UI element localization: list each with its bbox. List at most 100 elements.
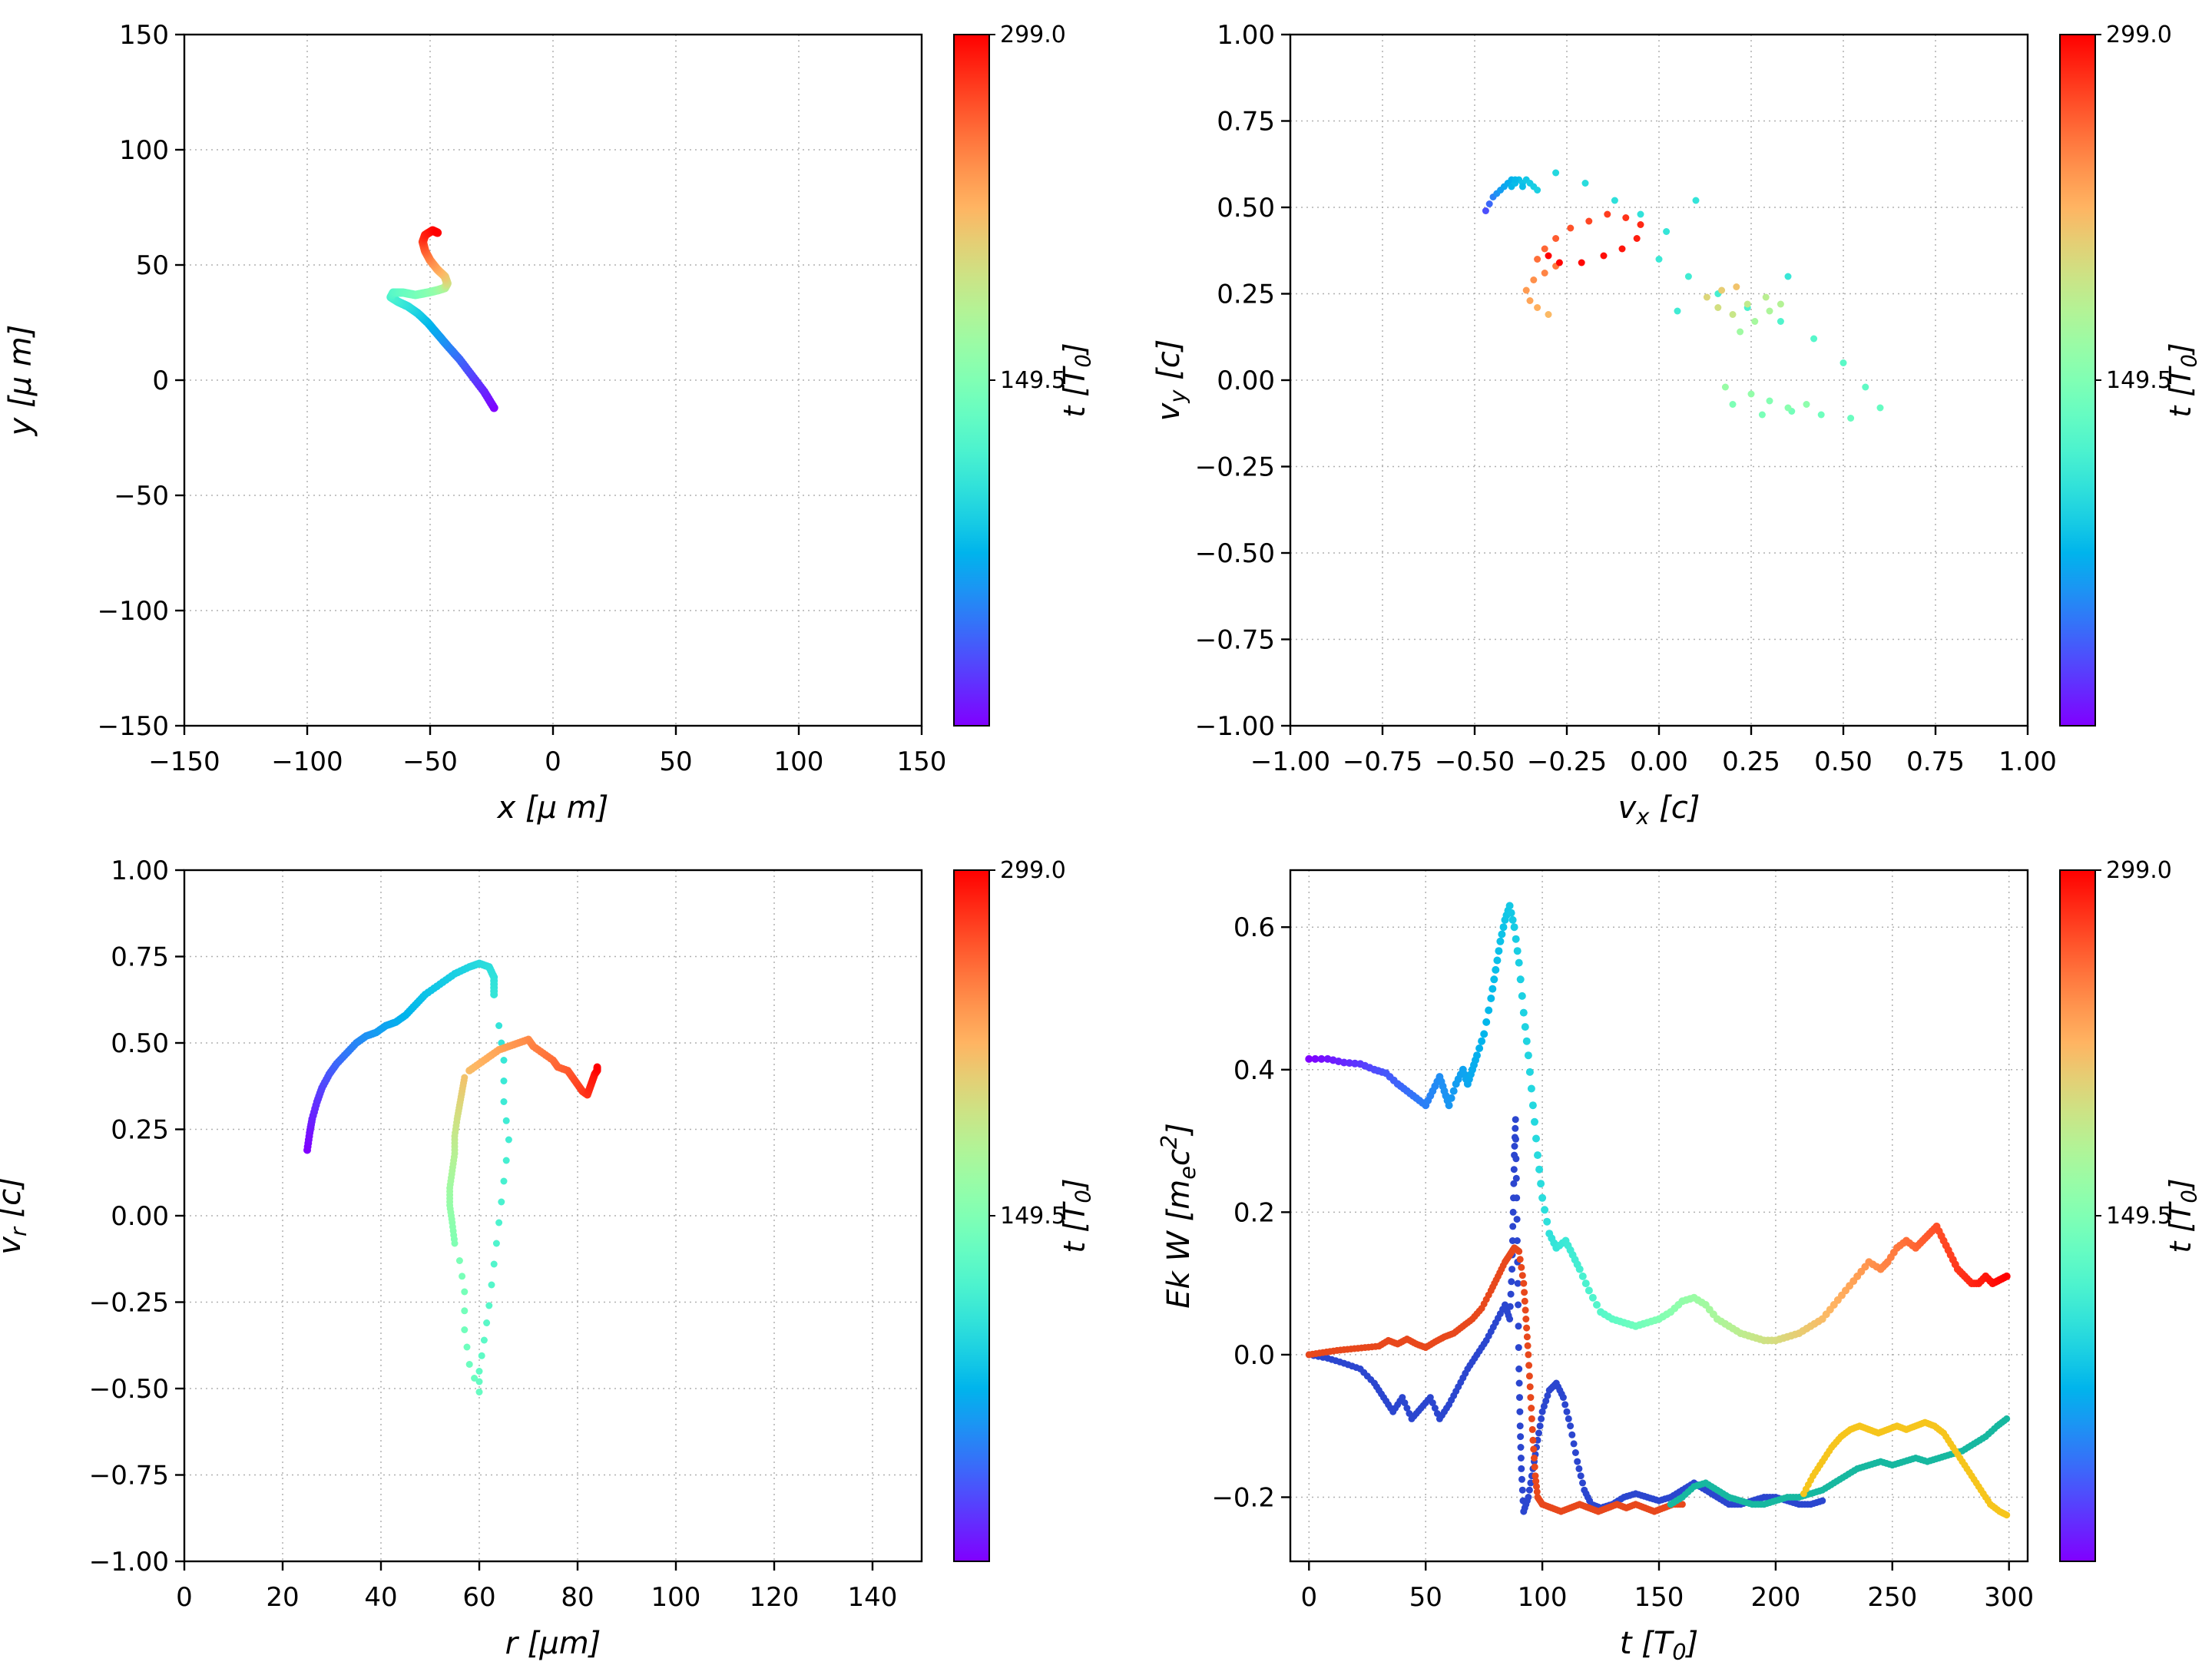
series-velocity-scatter xyxy=(1482,169,1884,422)
x-tick-label: 0.00 xyxy=(1630,746,1688,777)
x-tick-label: −0.50 xyxy=(1435,746,1515,777)
colorbar xyxy=(954,870,989,1561)
y-tick-label: 0.4 xyxy=(1233,1055,1275,1086)
y-axis-label: vr [c] xyxy=(0,1177,31,1254)
x-tick-label: −0.25 xyxy=(1527,746,1607,777)
series-vr-rise xyxy=(303,959,498,1154)
series-layer xyxy=(303,959,601,1395)
x-tick-label: −1.00 xyxy=(1250,746,1330,777)
x-axis-label: x [μ m] xyxy=(496,790,609,826)
gridlines xyxy=(184,34,922,727)
plot-canvas: −150 −100 −50 0 50 100 150 x [μ m] −150 −100 −50 0 5… xyxy=(3,20,1096,826)
colorbar-label: t [T0] xyxy=(2164,1178,2202,1253)
y-tick-label: −1.00 xyxy=(89,1547,169,1577)
colorbar-label: t [T0] xyxy=(1058,343,1096,417)
gridlines xyxy=(1290,34,2028,727)
x-tick-label: −0.75 xyxy=(1343,746,1422,777)
y-tick-label: 50 xyxy=(136,250,169,281)
series-vr-strip xyxy=(446,1074,469,1247)
y-tick-label: −150 xyxy=(98,711,169,742)
y-tick-label: 0.2 xyxy=(1233,1197,1275,1228)
x-tick-label: 50 xyxy=(659,746,692,777)
colorbar-tick-label: 299.0 xyxy=(1000,22,1066,48)
y-tick-label: −0.25 xyxy=(89,1288,169,1319)
subplot-t-ekw: 0 50 100 150 200 250 300 t [T0] −0.2 0.0 0.2 0.4 0.6… xyxy=(1106,836,2212,1671)
x-tick-label: 80 xyxy=(561,1582,594,1613)
y-tick-label: 0.50 xyxy=(1217,193,1275,223)
y-axis: −150 −100 −50 0 50 100 150 xyxy=(98,20,184,742)
y-tick-label: 150 xyxy=(119,20,169,51)
y-tick-label: 100 xyxy=(119,135,169,166)
series-layer xyxy=(1305,902,2011,1519)
y-axis-label: Ek W [mec2] xyxy=(1156,1123,1200,1309)
series-work-red xyxy=(1305,1244,1686,1515)
x-tick-label: 60 xyxy=(462,1582,495,1613)
y-tick-label: 0.75 xyxy=(1217,107,1275,137)
series-layer xyxy=(386,226,498,412)
x-axis-label: r [μm] xyxy=(505,1626,601,1661)
colorbar-tick-label: 149.5 xyxy=(1000,1203,1066,1230)
subplot-x-y: −150 −100 −50 0 50 100 150 x [μ m] −150 −100 −50 0 5… xyxy=(0,0,1106,836)
y-tick-label: 1.00 xyxy=(1217,20,1275,51)
colorbar-tick-label: 149.5 xyxy=(2106,367,2172,394)
series-trajectory xyxy=(386,226,498,412)
colorbar-tick-label: 299.0 xyxy=(1000,857,1066,884)
y-axis-label: y [μ m] xyxy=(3,325,38,437)
colorbar-label: t [T0] xyxy=(2164,343,2202,417)
x-tick-label: 200 xyxy=(1750,1582,1800,1613)
y-tick-label: −0.50 xyxy=(1195,538,1275,569)
gridlines xyxy=(184,869,922,1562)
y-tick-label: 0.75 xyxy=(111,942,169,973)
x-tick-label: 300 xyxy=(1984,1582,2034,1613)
x-axis-label: vx [c] xyxy=(1618,790,1700,829)
x-axis: 0 50 100 150 200 250 300 xyxy=(1300,1561,2034,1613)
x-axis: 0 20 40 60 80 100 120 140 xyxy=(176,1561,897,1613)
x-tick-label: 0 xyxy=(1300,1582,1317,1613)
x-tick-label: 0 xyxy=(545,746,561,777)
y-tick-label: 0 xyxy=(152,366,169,396)
y-axis-label: vy [c] xyxy=(1151,339,1190,422)
x-tick-label: 0.50 xyxy=(1814,746,1873,777)
series-vr-descent xyxy=(455,1022,512,1395)
series-ek-rainbow xyxy=(1305,902,2011,1345)
y-tick-label: 0.00 xyxy=(1217,366,1275,396)
plot-canvas: −1.00 −0.75 −0.50 −0.25 0.00 0.25 0.50 0.75 1.00… xyxy=(1151,20,2202,829)
subplot-vx-vy: −1.00 −0.75 −0.50 −0.25 0.00 0.25 0.50 0.75 1.00… xyxy=(1106,0,2212,836)
x-tick-label: 0.75 xyxy=(1906,746,1965,777)
y-tick-label: 0.50 xyxy=(111,1028,169,1059)
subplot-r-vr: 0 20 40 60 80 100 120 140 r [μm] −1.00 −0.75 −0.50−… xyxy=(0,836,1106,1671)
plot-border xyxy=(183,869,923,1563)
x-axis: −1.00 −0.75 −0.50 −0.25 0.00 0.25 0.50 0.75 1.00 xyxy=(1250,726,2057,777)
x-tick-label: 150 xyxy=(1634,1582,1684,1613)
series-work-blue xyxy=(1305,1116,1826,1515)
y-tick-label: −50 xyxy=(114,481,169,511)
y-tick-label: −0.75 xyxy=(89,1461,169,1491)
x-tick-label: 140 xyxy=(848,1582,898,1613)
x-tick-label: 100 xyxy=(1518,1582,1568,1613)
y-tick-label: 1.00 xyxy=(111,856,169,886)
y-tick-label: −100 xyxy=(98,596,169,627)
y-tick-label: −0.50 xyxy=(89,1374,169,1405)
y-tick-label: −0.2 xyxy=(1211,1482,1275,1513)
y-tick-label: −0.25 xyxy=(1195,452,1275,483)
y-tick-label: 0.25 xyxy=(111,1115,169,1146)
x-tick-label: −50 xyxy=(402,746,458,777)
x-tick-label: 150 xyxy=(897,746,947,777)
x-tick-label: 0 xyxy=(176,1582,193,1613)
series-vr-tail xyxy=(465,1035,601,1099)
colorbar xyxy=(954,35,989,726)
y-axis: −1.00 −0.75 −0.50 −0.25 0.00 0.25 0.50 0.75 1.00 xyxy=(1195,20,1290,742)
x-tick-label: 100 xyxy=(774,746,824,777)
gridlines xyxy=(1290,870,2028,1561)
colorbar-label: t [T0] xyxy=(1058,1178,1096,1253)
y-tick-label: −1.00 xyxy=(1195,711,1275,742)
x-tick-label: 1.00 xyxy=(1998,746,2057,777)
series-work-teal xyxy=(1667,1415,2011,1508)
colorbar-tick-label: 149.5 xyxy=(1000,367,1066,394)
y-tick-label: 0.00 xyxy=(111,1201,169,1232)
y-tick-label: −0.75 xyxy=(1195,625,1275,656)
series-layer xyxy=(1482,169,1884,422)
x-tick-label: −150 xyxy=(148,746,220,777)
